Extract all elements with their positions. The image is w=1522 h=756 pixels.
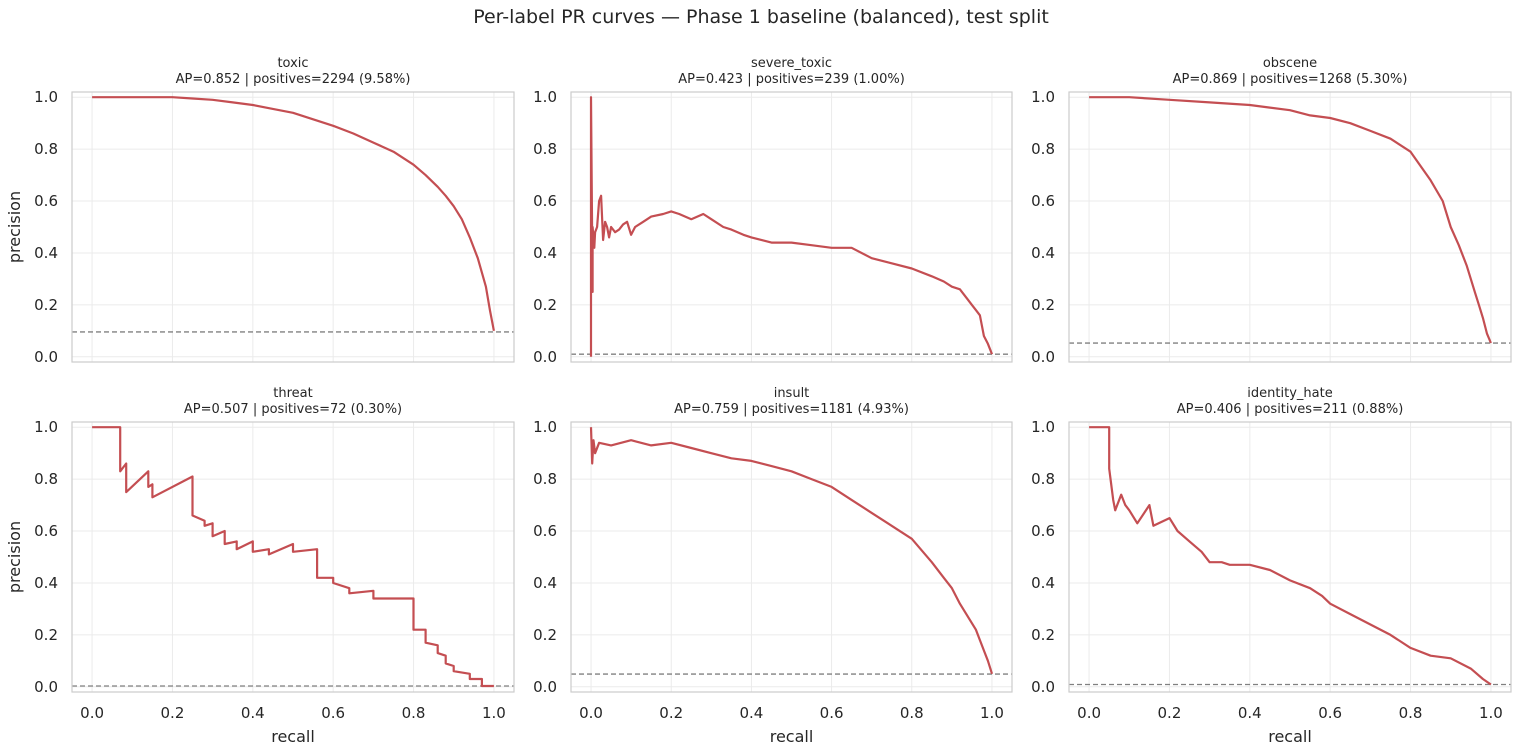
x-tick-label: 0.0 [579, 704, 603, 722]
pr-curve [1089, 426, 1492, 686]
x-tick-label: 0.0 [1077, 704, 1101, 722]
x-tick-label: 0.8 [900, 704, 924, 722]
x-tick-label: 0.6 [820, 704, 844, 722]
subplot-title: obscene [1263, 56, 1317, 71]
axes-frame [71, 91, 515, 363]
y-tick-label: 0.6 [1031, 522, 1055, 540]
y-tick-label: 0.2 [1031, 626, 1055, 644]
y-tick-label: 0.8 [533, 140, 557, 158]
y-tick-label: 0.0 [533, 678, 557, 696]
subplot-threat: 0.0 0.2 0.4 0.6 0.8 1.0 0.0 0.2 0.4 0.6 0.8 1.0 thre… [5, 386, 515, 746]
y-tick-label: 0.0 [1031, 678, 1055, 696]
y-tick-label: 0.6 [34, 522, 58, 540]
pr-curve [589, 427, 994, 675]
axes-frame [1068, 421, 1512, 693]
x-tick-label: 0.6 [321, 704, 345, 722]
subplot-subtitle: AP=0.759 | positives=1181 (4.93%) [674, 402, 909, 417]
y-tick-label: 1.0 [1031, 418, 1055, 436]
y-tick-label: 0.4 [1031, 574, 1055, 592]
y-tick-label: 1.0 [1031, 88, 1055, 106]
y-tick-label: 1.0 [34, 418, 58, 436]
subplot-title: severe_toxic [751, 56, 832, 71]
pr-curve [92, 96, 495, 332]
x-tick-label: 0.2 [1158, 704, 1182, 722]
y-tick-label: 0.6 [34, 192, 58, 210]
axes-frame [570, 91, 1013, 363]
x-tick-label: 0.4 [241, 704, 265, 722]
subplot-subtitle: AP=0.423 | positives=239 (1.00%) [678, 72, 905, 87]
y-tick-label: 0.0 [34, 348, 58, 366]
x-tick-label: 0.8 [402, 704, 426, 722]
y-axis-label: precision [5, 191, 24, 263]
subplot-subtitle: AP=0.869 | positives=1268 (5.30%) [1173, 72, 1408, 87]
x-tick-label: 1.0 [1479, 704, 1503, 722]
x-tick-label: 0.0 [80, 704, 104, 722]
y-tick-label: 0.0 [1031, 348, 1055, 366]
subplot-title: toxic [277, 56, 308, 71]
x-tick-label: 0.4 [1238, 704, 1262, 722]
pr-curve [1089, 96, 1492, 344]
y-tick-label: 0.2 [1031, 296, 1055, 314]
subplot-title: threat [273, 386, 312, 401]
x-axis-label: recall [770, 727, 814, 746]
y-tick-label: 0.2 [533, 296, 557, 314]
x-tick-label: 0.2 [659, 704, 683, 722]
y-tick-label: 0.8 [1031, 470, 1055, 488]
x-tick-label: 0.6 [1318, 704, 1342, 722]
y-tick-label: 0.6 [1031, 192, 1055, 210]
y-tick-label: 0.2 [533, 626, 557, 644]
y-tick-label: 0.8 [533, 470, 557, 488]
y-tick-label: 0.4 [533, 574, 557, 592]
y-tick-label: 0.6 [533, 522, 557, 540]
y-tick-label: 0.8 [1031, 140, 1055, 158]
x-tick-label: 0.8 [1399, 704, 1423, 722]
y-tick-label: 1.0 [34, 88, 58, 106]
axes-frame [71, 421, 515, 693]
x-axis-label: recall [271, 727, 315, 746]
y-tick-label: 0.4 [34, 574, 58, 592]
x-tick-label: 0.2 [161, 704, 185, 722]
subplot-subtitle: AP=0.507 | positives=72 (0.30%) [184, 402, 402, 417]
subplot-subtitle: AP=0.406 | positives=211 (0.88%) [1177, 402, 1404, 417]
y-tick-label: 1.0 [533, 418, 557, 436]
subplot-identity_hate: 0.0 0.2 0.4 0.6 0.8 1.0 0.0 0.2 0.4 0.6 0.8 1.0 iden… [1031, 386, 1512, 746]
axes-frame [1068, 91, 1512, 363]
y-tick-label: 1.0 [533, 88, 557, 106]
figure-title: Per-label PR curves — Phase 1 baseline (… [473, 6, 1049, 28]
x-tick-label: 1.0 [482, 704, 506, 722]
subplot-insult: 0.0 0.2 0.4 0.6 0.8 1.0 0.0 0.2 0.4 0.6 0.8 1.0 insu… [533, 386, 1013, 746]
y-tick-label: 0.0 [533, 348, 557, 366]
y-tick-label: 0.4 [34, 244, 58, 262]
subplot-subtitle: AP=0.852 | positives=2294 (9.58%) [176, 72, 411, 87]
y-tick-label: 0.2 [34, 626, 58, 644]
y-tick-label: 0.6 [533, 192, 557, 210]
subplot-title: insult [774, 386, 810, 401]
y-axis-label: precision [5, 521, 24, 593]
subplot-title: identity_hate [1247, 386, 1332, 401]
x-tick-label: 1.0 [980, 704, 1004, 722]
pr-curve [589, 96, 994, 357]
x-tick-label: 0.4 [739, 704, 763, 722]
x-axis-label: recall [1268, 727, 1312, 746]
pr-curve [92, 426, 494, 688]
y-tick-label: 0.0 [34, 678, 58, 696]
y-tick-label: 0.8 [34, 140, 58, 158]
y-tick-label: 0.2 [34, 296, 58, 314]
y-tick-label: 0.8 [34, 470, 58, 488]
y-tick-label: 0.4 [533, 244, 557, 262]
y-tick-label: 0.4 [1031, 244, 1055, 262]
axes-frame [570, 421, 1013, 693]
